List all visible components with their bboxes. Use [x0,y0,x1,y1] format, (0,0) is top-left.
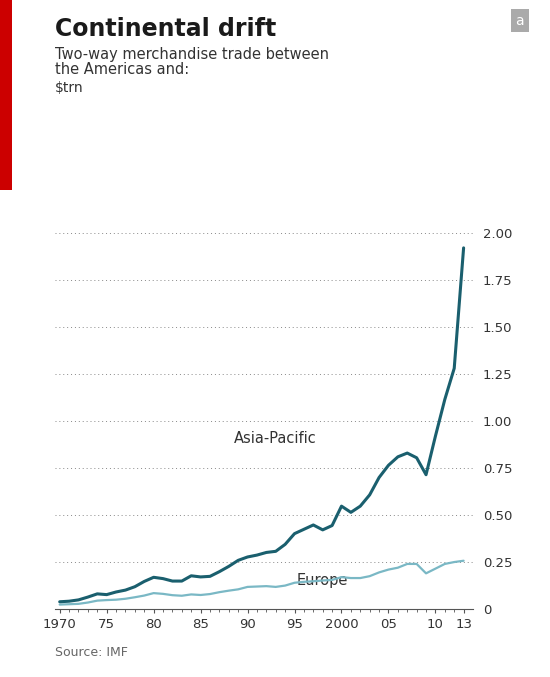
Text: Two-way merchandise trade between: Two-way merchandise trade between [55,47,329,62]
Text: a: a [515,14,524,28]
Text: Source: IMF: Source: IMF [55,647,128,659]
Text: the Americas and:: the Americas and: [55,62,189,77]
Text: Europe: Europe [297,573,348,588]
Text: Continental drift: Continental drift [55,17,276,41]
Text: Asia-Pacific: Asia-Pacific [234,431,317,445]
Text: $trn: $trn [55,81,84,95]
